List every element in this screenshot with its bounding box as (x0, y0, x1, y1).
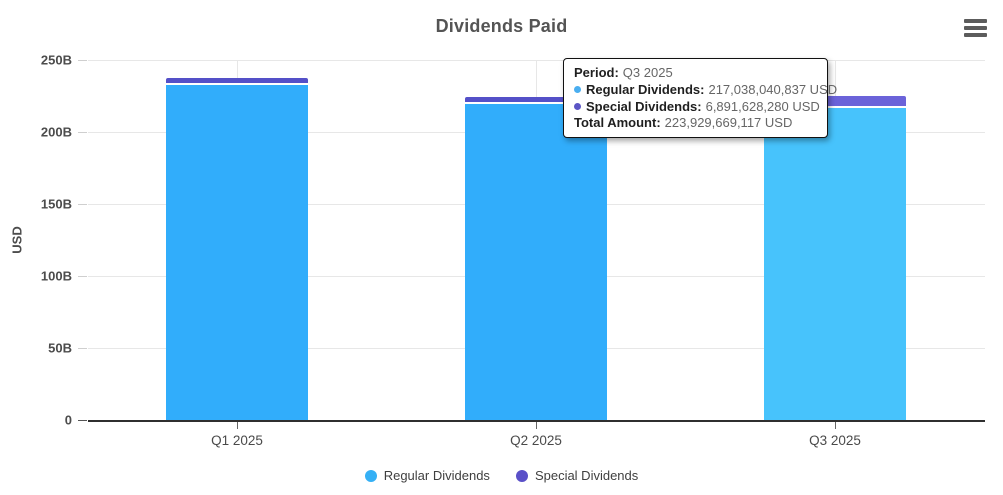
regular-dividends-dot-icon (574, 85, 581, 93)
y-tick-label: 50B (48, 340, 72, 356)
bar-group-q3-2025[interactable] (764, 95, 906, 420)
tooltip-period-row: Period: Q3 2025 (574, 65, 821, 82)
menu-bar (964, 19, 987, 23)
y-tick-label: 200B (40, 124, 72, 140)
y-axis-tick (78, 420, 87, 421)
special-dividends-dot-icon (574, 102, 581, 110)
y-tick-label: 100B (40, 268, 72, 284)
y-axis-tick (78, 276, 87, 277)
chart-legend: Regular Dividends Special Dividends (0, 468, 1003, 483)
menu-bar (964, 26, 987, 30)
y-tick-label: 0 (64, 412, 72, 428)
bar-segment-special-dividends[interactable] (166, 77, 308, 85)
bar-group-q1-2025[interactable] (166, 77, 308, 420)
bar-segment-special-dividends[interactable] (764, 95, 906, 108)
tooltip-series-label: Special Dividends: (586, 98, 702, 114)
tooltip-period-value: Q3 2025 (622, 65, 673, 80)
y-tick-label: 150B (40, 196, 72, 212)
bar-segment-regular-dividends[interactable] (764, 107, 906, 420)
tooltip-total-row: Total Amount: 223,929,669,117 USD (574, 115, 821, 132)
legend-label: Special Dividends (534, 468, 639, 483)
x-axis-tick (835, 422, 836, 429)
tooltip-series-row: Regular Dividends: 217,038,040,837 USD (574, 81, 837, 99)
y-tick-label: 250B (40, 52, 72, 68)
x-axis-tick (237, 422, 238, 429)
tooltip-series-label: Regular Dividends: (586, 81, 705, 97)
y-axis-tick (78, 204, 87, 205)
y-axis-title: USD (9, 226, 25, 254)
x-tick-label: Q2 2025 (510, 433, 562, 448)
legend-item-special-dividends[interactable]: Special Dividends (515, 468, 639, 483)
x-tick-label: Q1 2025 (211, 433, 263, 448)
tooltip-total-label: Total Amount: (574, 115, 661, 131)
y-axis-tick (78, 132, 87, 133)
tooltip-series-row: Special Dividends: 6,891,628,280 USD (574, 99, 821, 116)
chart-tooltip: Period: Q3 2025 Regular Dividends: 217,038… (563, 58, 837, 138)
tooltip-total-value: 223,929,669,117 USD (664, 115, 793, 131)
tooltip-period-label: Period: (574, 65, 619, 80)
chart-title: Dividends Paid (435, 16, 568, 36)
y-axis-tick (78, 60, 87, 61)
bar-segment-special-dividends[interactable] (465, 97, 607, 104)
bar-group-q2-2025[interactable] (465, 97, 607, 420)
plot-area (88, 60, 985, 422)
bar-segment-regular-dividends[interactable] (166, 84, 308, 420)
x-axis-tick (536, 422, 537, 429)
legend-label: Regular Dividends (383, 468, 490, 483)
tooltip-series-value: 217,038,040,837 USD (708, 81, 838, 97)
special-dividends-dot-icon (515, 469, 528, 482)
y-axis-tick (78, 348, 87, 349)
legend-item-regular-dividends[interactable]: Regular Dividends (364, 468, 490, 483)
regular-dividends-dot-icon (364, 469, 377, 482)
bar-segment-regular-dividends[interactable] (465, 103, 607, 420)
hamburger-menu-icon[interactable] (964, 19, 987, 37)
x-tick-label: Q3 2025 (809, 433, 861, 448)
menu-bar (964, 33, 987, 37)
tooltip-series-value: 6,891,628,280 USD (705, 98, 820, 114)
